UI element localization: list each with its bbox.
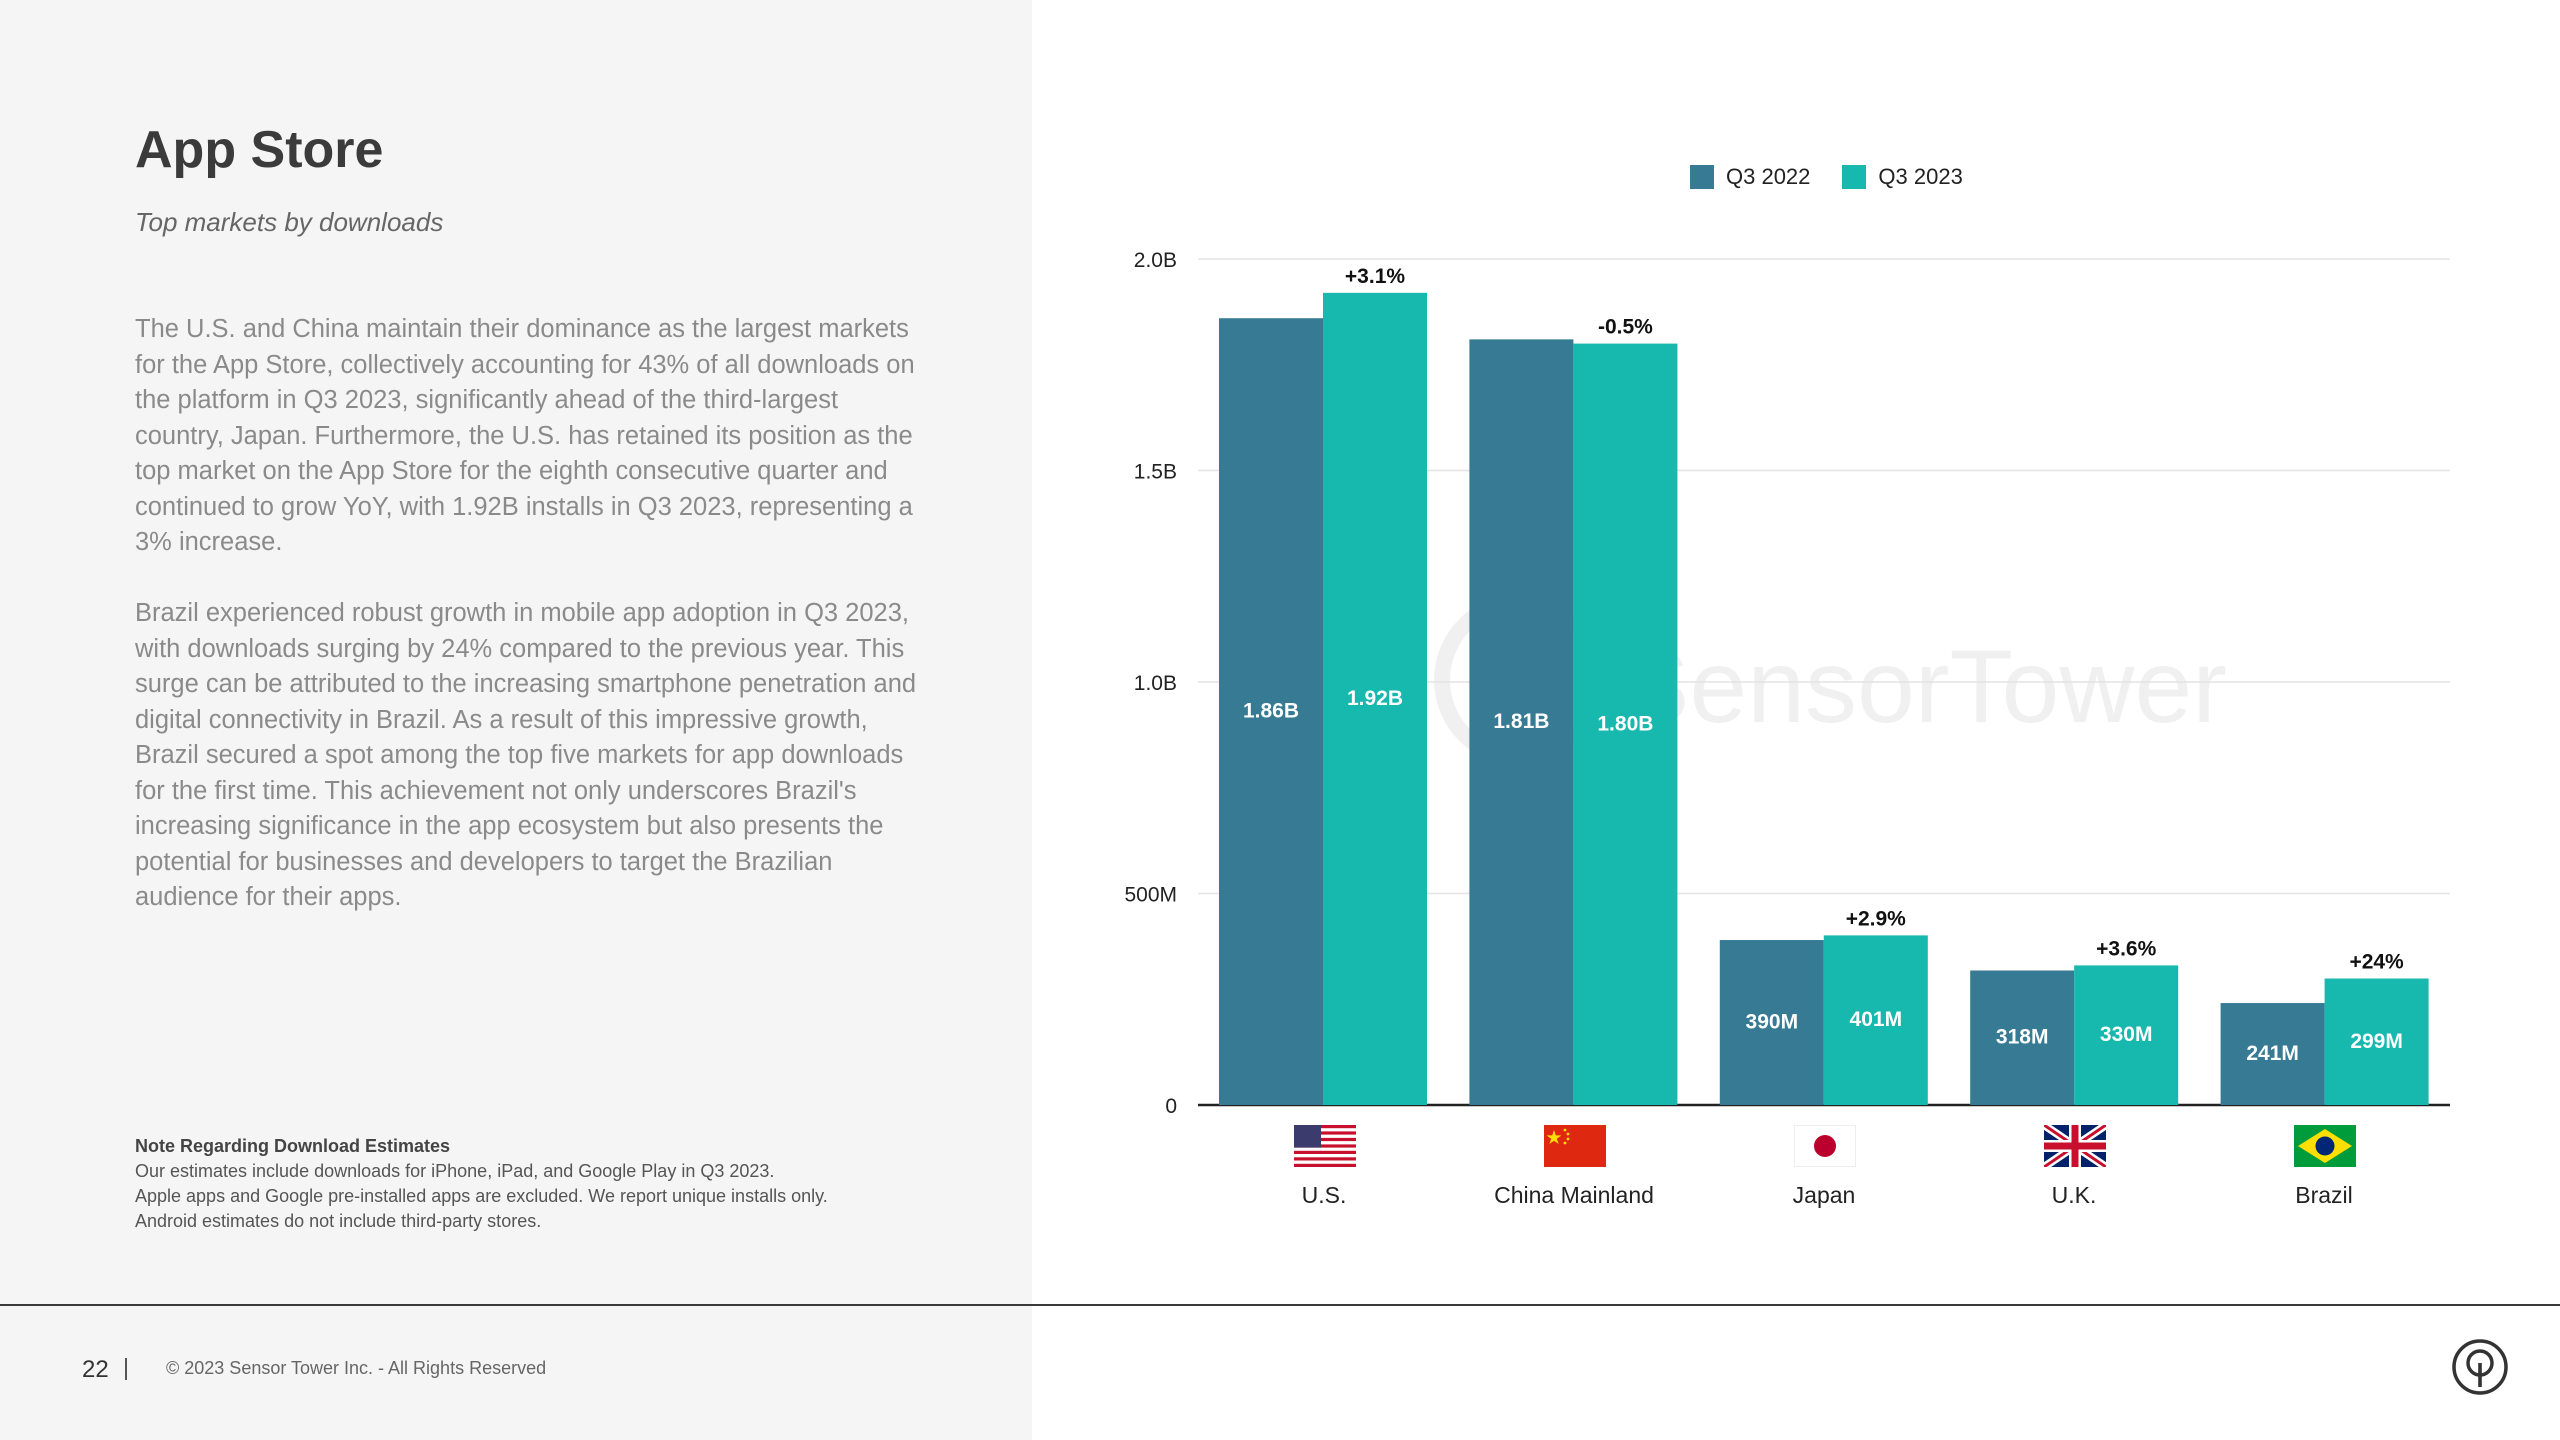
- page-subtitle: Top markets by downloads: [135, 207, 444, 237]
- page-number: 22: [82, 1356, 109, 1383]
- bar: [1823, 935, 1928, 1105]
- chart-labels: 1.86B 1.92B +3.1% 1.81B 1.80B -0.5% 390M 401M +2…: [1243, 265, 2404, 1065]
- category-label: China Mainland: [1494, 1182, 1654, 1208]
- footer-divider: [0, 1304, 2560, 1306]
- y-tick-label: 0: [1165, 1095, 1177, 1118]
- chart-legend: Q3 2022 Q3 2023: [1690, 164, 1995, 190]
- category-label: Brazil: [2295, 1182, 2353, 1208]
- change-label: +3.1%: [1345, 265, 1405, 288]
- y-tick-label: 1.0B: [1134, 672, 1177, 695]
- note-title: Note Regarding Download Estimates: [135, 1136, 451, 1156]
- category-label: Japan: [1792, 1182, 1856, 1208]
- legend-item-q3-2022: Q3 2022: [1690, 164, 1810, 190]
- downloads-bar-chart: SensorTower 0 500M 1.0B 1.5B 2.0B 1.86B 1.92B…: [1124, 249, 2450, 1118]
- bar: [1469, 339, 1574, 1105]
- uk-flag-icon: [2044, 1125, 2106, 1167]
- y-tick-label: 1.5B: [1134, 461, 1177, 484]
- change-label: +24%: [2349, 951, 2404, 974]
- bar-value-label: 1.80B: [1597, 712, 1653, 735]
- bar: [1323, 292, 1427, 1106]
- y-tick-label: 2.0B: [1134, 249, 1177, 272]
- legend-swatch: [1842, 165, 1867, 189]
- bar-value-label: 299M: [2350, 1030, 2403, 1053]
- bar-value-label: 1.92B: [1347, 687, 1403, 710]
- note-line: Our estimates include downloads for iPho…: [135, 1161, 775, 1181]
- bar: [1573, 343, 1678, 1106]
- change-label: +2.9%: [1846, 907, 1906, 930]
- y-tick-label: 500M: [1124, 884, 1177, 907]
- legend-swatch: [1690, 165, 1714, 189]
- bar-value-label: 318M: [1996, 1026, 2049, 1049]
- bar: [2074, 965, 2179, 1105]
- bar: [2220, 1003, 2325, 1105]
- brazil-flag-icon: [2294, 1125, 2356, 1167]
- legend-label: Q3 2023: [1878, 164, 1963, 189]
- legend-label: Q3 2022: [1726, 164, 1811, 189]
- bar: [1970, 970, 2075, 1105]
- bar-value-label: 241M: [2246, 1042, 2299, 1065]
- japan-flag-icon: [1794, 1125, 1856, 1167]
- note-line: Android estimates do not include third-p…: [135, 1211, 542, 1231]
- bar-value-label: 1.86B: [1243, 700, 1299, 723]
- category-label: U.K.: [2051, 1182, 2097, 1208]
- china-flag-icon: [1544, 1125, 1606, 1167]
- bar: [2324, 978, 2429, 1105]
- category-label: U.S.: [1301, 1182, 1347, 1208]
- change-label: +3.6%: [2096, 937, 2156, 960]
- bar-value-label: 1.81B: [1493, 710, 1549, 733]
- paragraph: The U.S. and China maintain their domina…: [135, 315, 915, 556]
- bar-value-label: 330M: [2100, 1023, 2153, 1046]
- body-text: The U.S. and China maintain their domina…: [135, 312, 925, 951]
- copyright-text: © 2023 Sensor Tower Inc. - All Rights Re…: [166, 1358, 547, 1378]
- chart-bars: [1219, 292, 2429, 1106]
- note-line: Apple apps and Google pre-installed apps…: [135, 1186, 828, 1206]
- left-panel: [0, 0, 1032, 1440]
- change-label: -0.5%: [1598, 316, 1653, 339]
- page-title: App Store: [135, 121, 384, 179]
- bar-value-label: 401M: [1850, 1008, 1903, 1031]
- paragraph: Brazil experienced robust growth in mobi…: [135, 599, 917, 911]
- us-flag-icon: [1294, 1125, 1356, 1167]
- download-estimates-note: Note Regarding Download Estimates Our es…: [135, 1134, 915, 1234]
- bar-value-label: 390M: [1746, 1011, 1799, 1034]
- watermark-text: SensorTower: [1620, 629, 2227, 745]
- legend-item-q3-2023: Q3 2023: [1842, 164, 1963, 190]
- bar: [1719, 940, 1824, 1105]
- bar: [1219, 318, 1323, 1106]
- sensortower-logo-icon: [2452, 1339, 2508, 1395]
- footer-separator: [125, 1358, 127, 1380]
